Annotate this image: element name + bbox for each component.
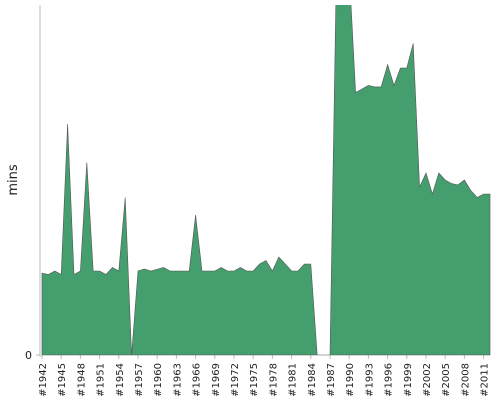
x-tick-label: #1993 — [364, 363, 375, 397]
x-tick-label: #2002 — [422, 363, 433, 397]
x-tick-label: #1981 — [288, 363, 299, 397]
x-tick-label: #1954 — [115, 363, 126, 397]
x-tick-label: #1948 — [76, 363, 87, 397]
x-tick-label: #1963 — [172, 363, 183, 397]
x-tick-label: #1960 — [153, 363, 164, 397]
x-tick-label: #1984 — [307, 363, 318, 397]
x-tick-label: #1951 — [96, 363, 107, 397]
area — [41, 5, 491, 356]
x-tick-label: #1945 — [57, 363, 68, 397]
x-tick-label: #1942 — [38, 363, 49, 397]
x-tick-label: #1966 — [192, 363, 203, 397]
x-tick-label: #2005 — [441, 363, 452, 397]
x-tick-label: #2011 — [480, 363, 491, 397]
y-axis-label: mins — [6, 164, 21, 196]
y-tick-label: 0 — [25, 349, 32, 362]
x-tick-label: #1990 — [345, 363, 356, 397]
x-tick-label: #1969 — [211, 363, 222, 397]
x-tick-label: #1978 — [268, 363, 279, 397]
x-tick-label: #1987 — [326, 363, 337, 397]
x-tick-label: #1972 — [230, 363, 241, 397]
x-tick-label: #1957 — [134, 363, 145, 397]
x-tick-label: #2008 — [460, 363, 471, 397]
x-tick-label: #1999 — [403, 363, 414, 397]
x-tick-label: #1996 — [384, 363, 395, 397]
x-tick-label: #1975 — [249, 363, 260, 397]
